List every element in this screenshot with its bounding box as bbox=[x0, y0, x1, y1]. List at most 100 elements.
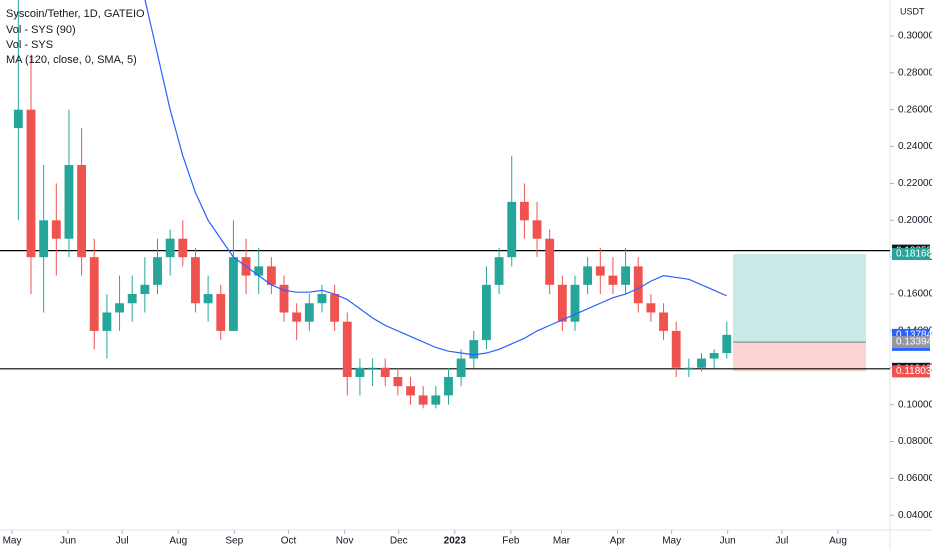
candle-body bbox=[39, 220, 49, 258]
x-tick-label: Dec bbox=[390, 536, 408, 547]
candle-body bbox=[557, 284, 567, 322]
candle-body bbox=[532, 220, 542, 239]
y-tick-label: 0.16000 bbox=[898, 289, 932, 300]
price-label-bg bbox=[892, 365, 930, 378]
candle-body bbox=[697, 358, 706, 368]
candle-body bbox=[595, 266, 605, 276]
candle-body bbox=[444, 376, 453, 396]
x-tick-label: Jun bbox=[720, 536, 736, 547]
indicator-label: Vol - SYS (90) bbox=[6, 24, 76, 36]
candle-body bbox=[380, 367, 390, 377]
axis-unit: USDT bbox=[900, 6, 925, 16]
price-label: 0.13394 bbox=[896, 337, 932, 348]
candle-body bbox=[494, 257, 504, 285]
candle-body bbox=[13, 109, 23, 129]
candle-body bbox=[191, 257, 200, 304]
x-tick-label: Mar bbox=[553, 536, 571, 547]
y-tick-label: 0.20000 bbox=[898, 215, 932, 226]
candle-body bbox=[469, 340, 479, 359]
candle-body bbox=[671, 330, 681, 368]
candle-body bbox=[722, 334, 732, 354]
indicator-label: Vol - SYS bbox=[6, 39, 53, 51]
candle-body bbox=[165, 238, 175, 258]
profit-zone bbox=[733, 254, 866, 343]
x-tick-label: Feb bbox=[502, 536, 520, 547]
candle-body bbox=[646, 303, 656, 313]
candle-body bbox=[342, 321, 352, 377]
chart-title: Syscoin/Tether, 1D, GATEIO bbox=[6, 8, 145, 20]
candle-body bbox=[203, 294, 213, 304]
candle-body bbox=[368, 367, 378, 369]
candle-body bbox=[304, 303, 314, 322]
x-tick-label: May bbox=[662, 536, 681, 547]
candle-body bbox=[127, 294, 137, 304]
x-tick-label: Aug bbox=[829, 536, 847, 547]
candle-body bbox=[406, 386, 415, 396]
candle-body bbox=[355, 367, 365, 377]
x-tick-label: 2023 bbox=[444, 536, 467, 547]
x-tick-label: Aug bbox=[169, 536, 187, 547]
candle-body bbox=[583, 266, 593, 285]
x-tick-label: May bbox=[3, 536, 22, 547]
candle-body bbox=[266, 266, 276, 285]
price-label: 0.11803 bbox=[896, 366, 932, 377]
candle-body bbox=[279, 284, 289, 313]
candle-body bbox=[216, 294, 226, 331]
x-tick-label: Sep bbox=[225, 536, 243, 547]
candle-body bbox=[102, 312, 112, 331]
indicator-label: MA (120, close, 0, SMA, 5) bbox=[6, 54, 137, 66]
x-tick-label: Oct bbox=[281, 536, 297, 547]
candle-body bbox=[393, 376, 403, 387]
candle-body bbox=[709, 353, 719, 359]
candle-body bbox=[621, 266, 631, 285]
candle-body bbox=[140, 284, 150, 295]
candle-body bbox=[659, 312, 668, 331]
candle-body bbox=[330, 294, 340, 322]
candle-body bbox=[482, 284, 491, 341]
candle-body bbox=[153, 257, 162, 285]
y-tick-label: 0.22000 bbox=[898, 178, 932, 189]
x-tick-label: Jun bbox=[60, 536, 76, 547]
candle-body bbox=[26, 109, 36, 258]
candle-body bbox=[570, 284, 580, 322]
candle-body bbox=[684, 367, 694, 369]
candle-body bbox=[89, 257, 99, 331]
price-label: 0.13784 bbox=[896, 330, 932, 341]
candle-body bbox=[608, 275, 618, 285]
ma-line bbox=[144, 0, 728, 356]
y-tick-label: 0.10000 bbox=[898, 399, 932, 410]
candle-body bbox=[431, 395, 441, 405]
candle-body bbox=[51, 220, 61, 239]
candle-body bbox=[519, 201, 529, 221]
candle-body bbox=[456, 358, 466, 377]
y-tick-label: 0.30000 bbox=[898, 31, 932, 42]
candle-body bbox=[507, 201, 517, 258]
candle-body bbox=[254, 266, 264, 276]
price-label-bg bbox=[892, 248, 930, 261]
x-tick-label: Jul bbox=[776, 536, 789, 547]
price-label: 0.18168 bbox=[896, 249, 932, 260]
candle-body bbox=[228, 257, 238, 331]
loss-zone bbox=[733, 342, 866, 372]
y-tick-label: 0.04000 bbox=[898, 510, 932, 521]
candle-body bbox=[64, 164, 74, 239]
candle-body bbox=[418, 395, 428, 405]
candle-body bbox=[633, 266, 643, 304]
y-tick-label: 0.06000 bbox=[898, 473, 932, 484]
y-tick-label: 0.24000 bbox=[898, 141, 932, 152]
y-tick-label: 0.08000 bbox=[898, 436, 932, 447]
candle-body bbox=[178, 238, 188, 258]
price-label-bg bbox=[892, 336, 930, 349]
candle-body bbox=[292, 312, 302, 322]
candle-body bbox=[317, 294, 327, 304]
y-tick-label: 0.26000 bbox=[898, 104, 932, 115]
y-tick-label: 0.28000 bbox=[898, 67, 932, 78]
x-tick-label: Nov bbox=[336, 536, 354, 547]
candle-body bbox=[115, 303, 124, 313]
candle-body bbox=[545, 238, 555, 285]
plot bbox=[0, 0, 890, 409]
candle-body bbox=[77, 164, 87, 258]
x-tick-label: Apr bbox=[610, 536, 626, 547]
x-tick-label: Jul bbox=[116, 536, 129, 547]
